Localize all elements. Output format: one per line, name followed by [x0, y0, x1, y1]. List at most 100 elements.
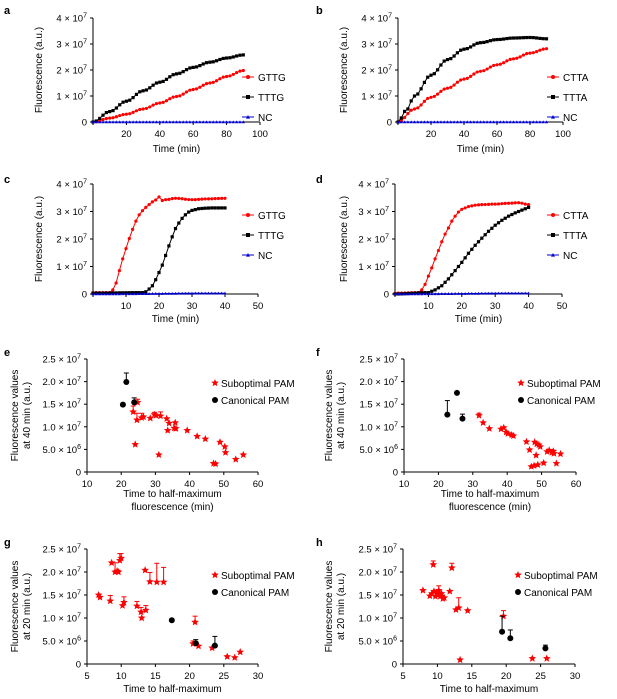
marker-triangle	[513, 291, 517, 295]
x-tick-label: 10	[121, 301, 132, 312]
marker-star	[162, 414, 171, 422]
marker-circle	[111, 288, 115, 292]
y-tick-label: 2.0 × 107	[359, 376, 398, 388]
marker-triangle	[128, 120, 132, 124]
marker-circle	[223, 196, 227, 200]
marker-circle	[121, 112, 125, 117]
marker-square	[409, 99, 413, 103]
marker-triangle	[463, 291, 467, 295]
marker-circle	[124, 247, 128, 251]
marker-circle	[463, 206, 467, 210]
marker-circle	[503, 201, 507, 205]
marker-square	[98, 116, 102, 121]
marker-triangle	[91, 292, 95, 296]
legend-label: CTTA	[563, 73, 589, 84]
marker-square	[486, 229, 491, 233]
marker-circle	[123, 379, 130, 386]
marker-square	[188, 66, 192, 70]
y-tick-label: 1.0 × 107	[359, 421, 398, 433]
marker-star	[133, 602, 141, 610]
marker-square	[167, 244, 171, 248]
marker-circle	[204, 82, 209, 86]
marker-star	[534, 460, 542, 468]
marker-circle	[444, 411, 451, 418]
marker-circle	[148, 105, 152, 109]
panel-b: b 0 1 × 107 2 × 107 3 × 107 4 × 107 20 40 60 80 10…	[316, 5, 589, 155]
marker-triangle	[167, 291, 171, 295]
marker-triangle	[188, 120, 192, 124]
marker-square	[473, 243, 477, 247]
marker-triangle	[218, 120, 222, 124]
marker-triangle	[436, 120, 440, 124]
marker-circle	[191, 87, 195, 92]
marker-triangle	[183, 291, 187, 295]
marker-triangle	[154, 120, 159, 124]
marker-square	[178, 71, 182, 75]
marker-triangle	[144, 120, 149, 124]
x-tick-label: 25	[535, 671, 546, 682]
marker-triangle	[198, 120, 202, 124]
x-tick-label: 60	[492, 129, 503, 140]
marker-square	[485, 40, 489, 44]
marker-triangle	[101, 292, 105, 296]
marker-circle	[403, 115, 407, 120]
marker-star	[437, 589, 446, 597]
y-axis-label-line2: at 40 min (a.u.)	[22, 382, 33, 449]
marker-square	[439, 63, 443, 67]
marker-star	[429, 560, 438, 568]
x-axis-label: Time (min)	[457, 144, 504, 155]
marker-circle	[194, 87, 199, 91]
marker-square	[141, 89, 145, 93]
x-tick-label: 30	[490, 301, 501, 312]
series-line	[92, 70, 244, 123]
y-tick-label: 5.0 × 106	[42, 636, 81, 648]
marker-star	[221, 448, 230, 456]
marker-square	[203, 206, 207, 210]
marker-triangle	[419, 120, 423, 124]
marker-star	[106, 596, 115, 605]
marker-square	[194, 65, 199, 69]
marker-star	[163, 426, 172, 434]
marker-star	[146, 414, 155, 422]
x-tick-label: 5	[400, 671, 405, 682]
y-tick-label: 1.0 × 107	[42, 613, 81, 625]
x-tick-label: 20	[433, 479, 444, 490]
marker-square	[134, 92, 139, 96]
marker-triangle	[121, 120, 125, 124]
marker-triangle	[154, 292, 158, 295]
marker-circle	[114, 115, 118, 119]
marker-square	[124, 99, 128, 103]
marker-triangle	[114, 292, 118, 296]
marker-star	[129, 407, 137, 416]
marker-circle	[496, 202, 501, 206]
marker-circle	[498, 62, 502, 66]
marker-triangle	[480, 291, 484, 295]
marker-circle	[495, 63, 499, 67]
marker-circle	[167, 197, 171, 201]
marker-triangle	[241, 120, 245, 124]
x-axis-label: Time to half-maximum	[123, 489, 222, 500]
marker-triangle	[422, 120, 426, 124]
marker-star	[517, 379, 525, 387]
marker-triangle	[223, 291, 227, 295]
marker-circle	[211, 80, 215, 84]
x-axis-label: Time to half-maximum	[440, 684, 539, 695]
marker-triangle	[111, 292, 115, 296]
marker-square	[128, 98, 132, 102]
marker-triangle	[472, 120, 476, 124]
marker-square	[455, 51, 459, 55]
marker-triangle	[525, 120, 529, 124]
marker-square	[465, 46, 469, 51]
x-tick-label: 25	[219, 671, 230, 682]
y-tick-label: 1 × 107	[56, 91, 87, 103]
marker-triangle	[184, 120, 189, 124]
marker-square	[164, 77, 169, 81]
y-tick-label: 0	[76, 660, 81, 671]
y-tick-label: 2.0 × 107	[42, 376, 81, 388]
panel-c: c 0 1 × 107 2 × 107 3 × 107 4 × 107 10 20 30 40 50…	[4, 174, 286, 325]
marker-triangle	[134, 292, 138, 296]
marker-circle	[445, 86, 450, 90]
marker-triangle	[171, 120, 175, 124]
marker-circle	[111, 116, 115, 120]
marker-circle	[423, 282, 427, 286]
